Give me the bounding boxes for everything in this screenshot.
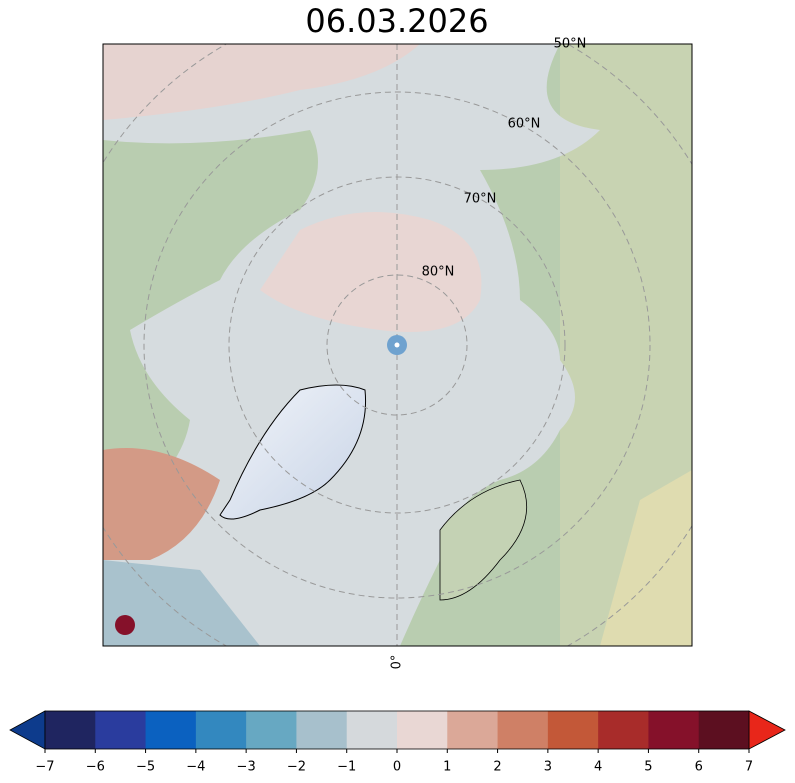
colorbar-tick-label: 4 [594,760,602,775]
colorbar-tick-label: 1 [443,760,451,775]
colorbar-bin [296,711,348,749]
colorbar-tick-label: −7 [35,760,54,775]
lat-label: 70°N [464,192,497,207]
colorbar-bin [346,711,398,749]
colorbar-tick-label: 7 [745,760,753,775]
lat-label: 60°N [508,117,541,132]
colorbar-tick-label: −6 [86,760,105,775]
map-frame [102,43,693,647]
colorbar-tick-label: 5 [644,760,652,775]
colorbar-tick-label: −2 [287,760,306,775]
colorbar-bin [447,711,499,749]
colorbar-bin [698,711,750,749]
ocean [103,44,600,646]
colorbar-bin [397,711,448,749]
colorbar-bin [648,711,700,749]
colorbar-bin [497,711,549,749]
land [600,470,692,646]
map-title: 06.03.2026 [305,2,488,40]
pole-marker [394,342,400,348]
colorbar-bin [547,711,599,749]
land [439,479,527,601]
anomaly-area [260,212,482,332]
anomaly-area [103,44,420,120]
lon-label: 0° [390,655,405,670]
colorbar-tick-label: 3 [544,760,552,775]
anomaly-area [103,560,260,646]
colorbar-extend-low [9,710,46,750]
colorbar-tick-label: −5 [136,760,155,775]
colorbar-bin [145,711,197,749]
colorbar-extend-high [748,710,786,750]
colorbar-tick-label: 0 [393,760,401,775]
lat-label: 80°N [422,265,455,280]
anomaly-area [103,448,220,560]
colorbar-bin [95,711,147,749]
anomaly-area [115,615,135,635]
colorbar-bin [598,711,649,749]
colorbar-tick-label: 2 [493,760,501,775]
colorbar-tick-label: −1 [337,760,356,775]
colorbar-bin [45,711,96,749]
map [103,44,692,646]
colorbar: −7 −6 −5 −4 −3 −2 −1 0 1 2 3 4 5 6 7 [9,710,786,775]
colorbar-bin [195,711,247,749]
colorbar-tick-label: 6 [695,760,703,775]
greenland [219,384,367,520]
colorbar-tick-label: −3 [237,760,256,775]
colorbar-bin [246,711,297,749]
lat-label: 50°N [554,37,587,52]
colorbar-tick-label: −4 [186,760,205,775]
